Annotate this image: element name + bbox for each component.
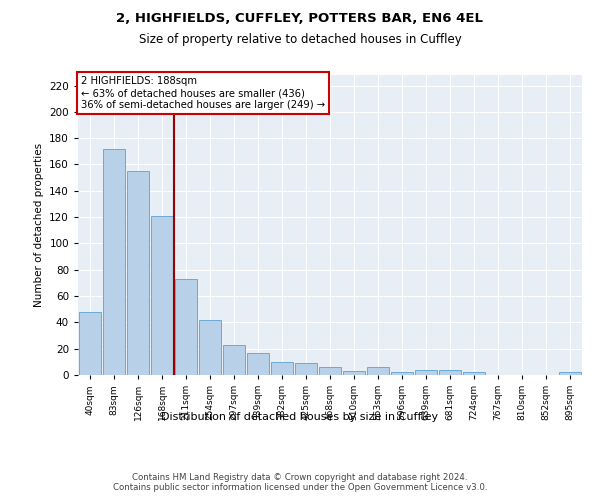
Bar — [103, 148, 125, 375]
Bar — [463, 372, 485, 375]
Bar — [199, 320, 221, 375]
Bar — [367, 367, 389, 375]
Y-axis label: Number of detached properties: Number of detached properties — [34, 143, 44, 307]
Text: Distribution of detached houses by size in Cuffley: Distribution of detached houses by size … — [161, 412, 439, 422]
Bar — [127, 171, 149, 375]
Bar — [415, 370, 437, 375]
Bar — [439, 370, 461, 375]
Bar — [151, 216, 173, 375]
Text: Size of property relative to detached houses in Cuffley: Size of property relative to detached ho… — [139, 32, 461, 46]
Bar — [223, 344, 245, 375]
Bar — [79, 312, 101, 375]
Text: 2, HIGHFIELDS, CUFFLEY, POTTERS BAR, EN6 4EL: 2, HIGHFIELDS, CUFFLEY, POTTERS BAR, EN6… — [116, 12, 484, 26]
Bar — [247, 352, 269, 375]
Text: 2 HIGHFIELDS: 188sqm
← 63% of detached houses are smaller (436)
36% of semi-deta: 2 HIGHFIELDS: 188sqm ← 63% of detached h… — [80, 76, 325, 110]
Bar — [343, 371, 365, 375]
Bar — [559, 372, 581, 375]
Bar — [319, 367, 341, 375]
Bar — [175, 279, 197, 375]
Bar — [271, 362, 293, 375]
Bar — [295, 363, 317, 375]
Text: Contains HM Land Registry data © Crown copyright and database right 2024.
Contai: Contains HM Land Registry data © Crown c… — [113, 472, 487, 492]
Bar — [391, 372, 413, 375]
